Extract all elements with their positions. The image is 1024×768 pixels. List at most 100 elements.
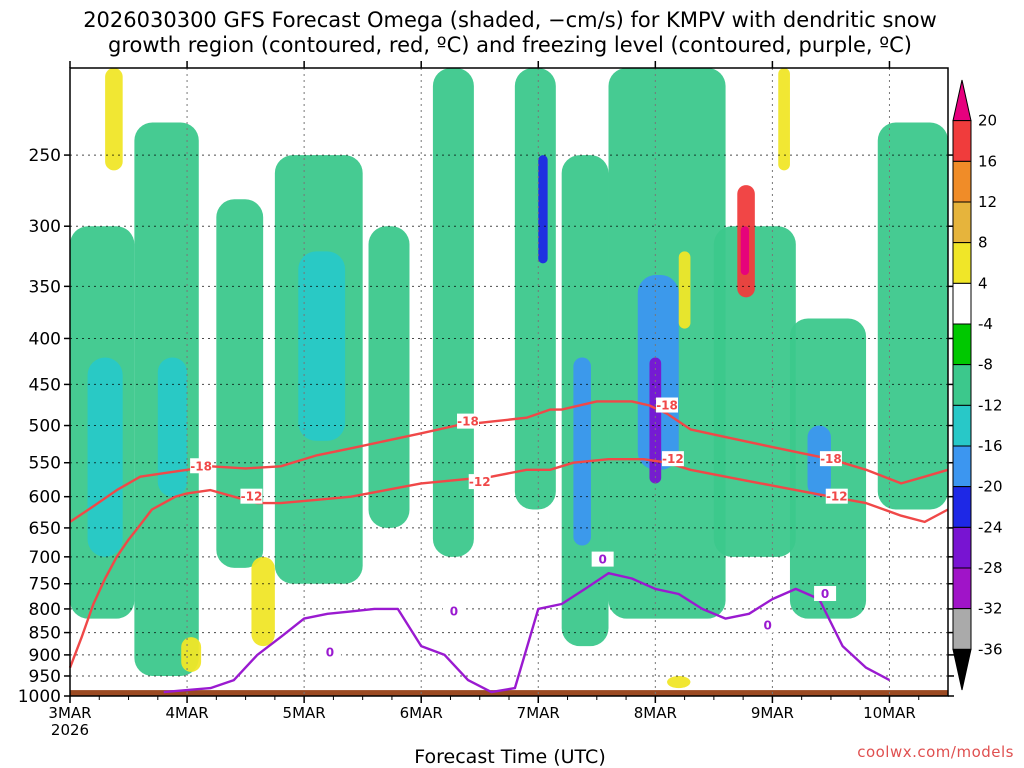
y-tick-label-12: 850	[29, 624, 61, 644]
colorbar-swatch-14	[952, 648, 972, 691]
omega-region-15	[649, 357, 662, 484]
omega-region-6	[298, 251, 346, 441]
colorbar-swatch-9	[952, 445, 972, 488]
omega-region-22	[105, 68, 123, 171]
x-tick-label-1: 4MAR	[165, 704, 208, 722]
x-tick-label-3: 6MAR	[400, 704, 443, 722]
contour-label-11: 0	[764, 619, 772, 633]
y-tick-label-0: 250	[29, 146, 61, 166]
chart-title-line-1: 2026030300 GFS Forecast Omega (shaded, −…	[83, 8, 937, 32]
colorbar-label-8: -16	[978, 437, 1003, 455]
contour-label-bg-9	[442, 603, 465, 619]
contour-label-10: 0	[598, 553, 606, 567]
omega-region-7	[368, 226, 410, 528]
omega-region-10	[538, 155, 548, 264]
colorbar: 20 16 12 8 4 -4 -8 -12 -16 -20 -24 -28 -32 -36	[952, 79, 1003, 691]
contour-label-bg-12	[814, 586, 837, 602]
chart-title-line-2: growth region (contoured, red, ºC) and f…	[108, 33, 912, 57]
contour-labels: -18 -12 -18 -12 -18 -12 -18 -12 0 0 0 0 0	[190, 397, 848, 660]
y-axis: 2503003504004505005506006507007508008509…	[18, 146, 954, 707]
contour-label-1: -12	[241, 490, 263, 504]
colorbar-label-7: -12	[978, 396, 1003, 414]
contour-label-bg-7	[825, 488, 848, 504]
contour-label-7: -12	[826, 490, 848, 504]
omega-region-8	[432, 68, 474, 557]
colorbar-swatch-1	[952, 120, 972, 162]
omega-region-16	[713, 226, 796, 557]
colorbar-swatch-13	[952, 608, 972, 650]
colorbar-swatch-5	[952, 282, 972, 325]
y-tick-label-8: 650	[29, 519, 61, 539]
x-tick-label-0: 3MAR	[48, 704, 91, 722]
colorbar-swatch-0	[952, 79, 972, 122]
omega-region-4	[216, 199, 264, 568]
y-tick-label-4: 450	[29, 375, 61, 395]
y-tick-label-10: 750	[29, 575, 61, 595]
omega-region-23	[251, 556, 275, 647]
contour-label-bg-6	[819, 451, 842, 467]
contour-line--18	[69, 400, 949, 523]
contour-label-5: -12	[662, 452, 684, 466]
colorbar-swatch-2	[952, 160, 972, 203]
omega-region-27	[678, 251, 691, 329]
contour-label-9: 0	[450, 604, 458, 618]
colorbar-label-1: 16	[978, 152, 997, 170]
y-tick-label-13: 900	[29, 646, 61, 666]
omega-region-1	[87, 357, 123, 557]
x-axis-title: Forecast Time (UTC)	[414, 746, 605, 768]
colorbar-label-4: 4	[978, 274, 988, 292]
x-tick-label-2: 5MAR	[283, 704, 326, 722]
contour-line-0	[163, 572, 891, 694]
colorbar-label-5: -4	[978, 315, 993, 333]
x-tick-label-6: 9MAR	[751, 704, 794, 722]
contour-label-bg-2	[457, 413, 480, 429]
contour-label-bg-8	[318, 644, 341, 660]
contour-label-bg-11	[756, 617, 779, 633]
colorbar-swatch-6	[952, 323, 972, 366]
x-tick-sublabel-0: 2026	[51, 721, 89, 739]
colorbar-label-0: 20	[978, 112, 997, 130]
colorbar-swatch-12	[952, 567, 972, 610]
grid	[70, 68, 948, 697]
colorbar-swatch-3	[952, 201, 972, 244]
colorbar-swatch-11	[952, 526, 972, 569]
omega-shading	[70, 68, 948, 689]
omega-region-25	[778, 68, 790, 171]
contour-line--12	[68, 458, 949, 669]
colorbar-label-10: -24	[978, 518, 1003, 536]
y-tick-label-14: 950	[29, 667, 61, 687]
colorbar-label-9: -20	[978, 478, 1003, 496]
omega-region-9	[514, 68, 556, 510]
contour-label-bg-4	[656, 397, 679, 413]
y-tick-label-3: 400	[29, 329, 61, 349]
colorbar-swatch-8	[952, 404, 972, 447]
omega-region-3	[157, 357, 188, 497]
contour-label-8: 0	[326, 646, 334, 660]
colorbar-label-2: 12	[978, 193, 997, 211]
colorbar-swatch-4	[952, 242, 972, 284]
contour-label-0: -18	[190, 459, 212, 473]
omega-region-19	[877, 122, 948, 510]
colorbar-swatch-7	[952, 364, 972, 406]
contour-label-4: -18	[656, 399, 678, 413]
omega-region-12	[573, 357, 591, 546]
contour-label-bg-0	[190, 458, 213, 474]
x-tick-label-7: 10MAR	[863, 704, 916, 722]
colorbar-label-11: -28	[978, 559, 1003, 577]
contour-label-bg-3	[468, 474, 491, 490]
colorbar-label-13: -36	[978, 640, 1003, 658]
y-tick-label-5: 500	[29, 417, 61, 437]
x-tick-label-4: 7MAR	[517, 704, 560, 722]
ground-surface	[70, 690, 948, 696]
y-tick-label-15: 1000	[18, 687, 61, 707]
y-tick-label-7: 600	[29, 488, 61, 508]
y-tick-label-11: 800	[29, 600, 61, 620]
y-tick-label-9: 700	[29, 548, 61, 568]
contour-label-bg-5	[661, 451, 684, 467]
colorbar-swatch-10	[952, 486, 972, 528]
contour-lines	[68, 400, 949, 694]
omega-region-21	[740, 226, 749, 276]
omega-region-18	[807, 425, 831, 497]
